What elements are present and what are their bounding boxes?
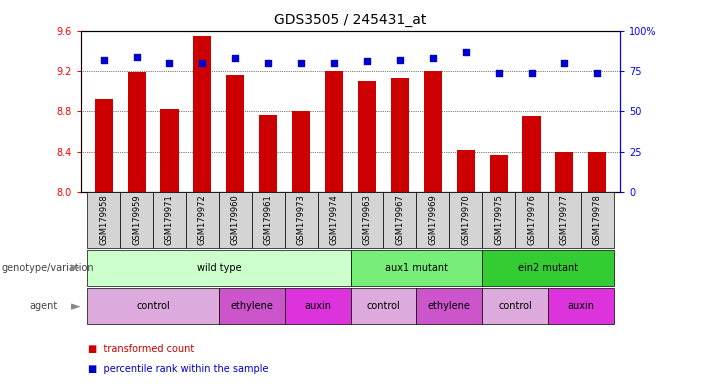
Point — [230, 55, 241, 61]
Text: control: control — [367, 301, 400, 311]
Bar — [87, 192, 120, 248]
Text: genotype/variation: genotype/variation — [1, 263, 94, 273]
Bar — [292, 111, 310, 192]
Text: auxin: auxin — [304, 301, 331, 311]
Text: GSM179963: GSM179963 — [362, 194, 372, 245]
Point — [592, 70, 603, 76]
Text: aux1 mutant: aux1 mutant — [385, 263, 448, 273]
Bar — [456, 150, 475, 192]
Text: GSM179976: GSM179976 — [527, 194, 536, 245]
Point — [98, 57, 109, 63]
Text: ein2 mutant: ein2 mutant — [518, 263, 578, 273]
Bar — [226, 75, 245, 192]
Bar — [325, 71, 343, 192]
Point — [526, 70, 537, 76]
Bar — [581, 192, 614, 248]
Bar — [548, 288, 614, 324]
Bar — [555, 152, 573, 192]
Bar — [522, 116, 540, 192]
Text: GSM179973: GSM179973 — [297, 194, 306, 245]
Point — [427, 55, 438, 61]
Point — [493, 70, 504, 76]
Bar — [193, 36, 212, 192]
Text: GSM179974: GSM179974 — [329, 194, 339, 245]
Bar — [120, 192, 153, 248]
Bar — [318, 192, 350, 248]
Bar — [128, 72, 146, 192]
Point — [559, 60, 570, 66]
Bar — [489, 155, 508, 192]
Bar — [186, 192, 219, 248]
Bar — [391, 78, 409, 192]
Point — [197, 60, 208, 66]
Bar — [252, 192, 285, 248]
Text: GSM179978: GSM179978 — [593, 194, 602, 245]
Bar — [161, 109, 179, 192]
Point — [394, 57, 405, 63]
Text: GSM179959: GSM179959 — [132, 195, 141, 245]
Bar — [358, 81, 376, 192]
Text: wild type: wild type — [196, 263, 241, 273]
Bar — [285, 288, 350, 324]
Point — [361, 58, 372, 65]
Bar — [350, 250, 482, 286]
Text: GSM179972: GSM179972 — [198, 194, 207, 245]
Bar — [423, 71, 442, 192]
Bar — [87, 250, 350, 286]
Text: ■  transformed count: ■ transformed count — [88, 344, 194, 354]
Bar — [588, 152, 606, 192]
Text: GSM179971: GSM179971 — [165, 194, 174, 245]
Bar — [350, 192, 383, 248]
Text: GSM179969: GSM179969 — [428, 194, 437, 245]
Bar — [95, 99, 113, 192]
Text: GSM179958: GSM179958 — [99, 194, 108, 245]
Bar — [219, 288, 285, 324]
Text: GSM179967: GSM179967 — [395, 194, 404, 245]
Bar — [87, 288, 219, 324]
Bar — [482, 288, 548, 324]
Bar — [259, 116, 278, 192]
Point — [329, 60, 340, 66]
Bar — [548, 192, 581, 248]
Bar — [153, 192, 186, 248]
Bar — [219, 192, 252, 248]
Text: control: control — [136, 301, 170, 311]
Bar — [482, 250, 614, 286]
Text: ethylene: ethylene — [231, 301, 273, 311]
Text: GDS3505 / 245431_at: GDS3505 / 245431_at — [274, 13, 427, 27]
Text: ■  percentile rank within the sample: ■ percentile rank within the sample — [88, 364, 268, 374]
Bar — [383, 192, 416, 248]
Bar — [416, 288, 482, 324]
Text: ►: ► — [71, 262, 81, 275]
Bar — [350, 288, 416, 324]
Bar — [515, 192, 548, 248]
Bar — [449, 192, 482, 248]
Text: GSM179961: GSM179961 — [264, 194, 273, 245]
Bar — [285, 192, 318, 248]
Bar — [482, 192, 515, 248]
Bar — [416, 192, 449, 248]
Text: GSM179960: GSM179960 — [231, 194, 240, 245]
Text: GSM179975: GSM179975 — [494, 194, 503, 245]
Point — [131, 53, 142, 60]
Point — [263, 60, 274, 66]
Point — [460, 49, 471, 55]
Text: ►: ► — [71, 300, 81, 313]
Point — [164, 60, 175, 66]
Point — [296, 60, 307, 66]
Text: auxin: auxin — [567, 301, 594, 311]
Text: control: control — [498, 301, 532, 311]
Text: GSM179977: GSM179977 — [560, 194, 569, 245]
Text: agent: agent — [29, 301, 57, 311]
Text: GSM179970: GSM179970 — [461, 194, 470, 245]
Text: ethylene: ethylene — [428, 301, 470, 311]
